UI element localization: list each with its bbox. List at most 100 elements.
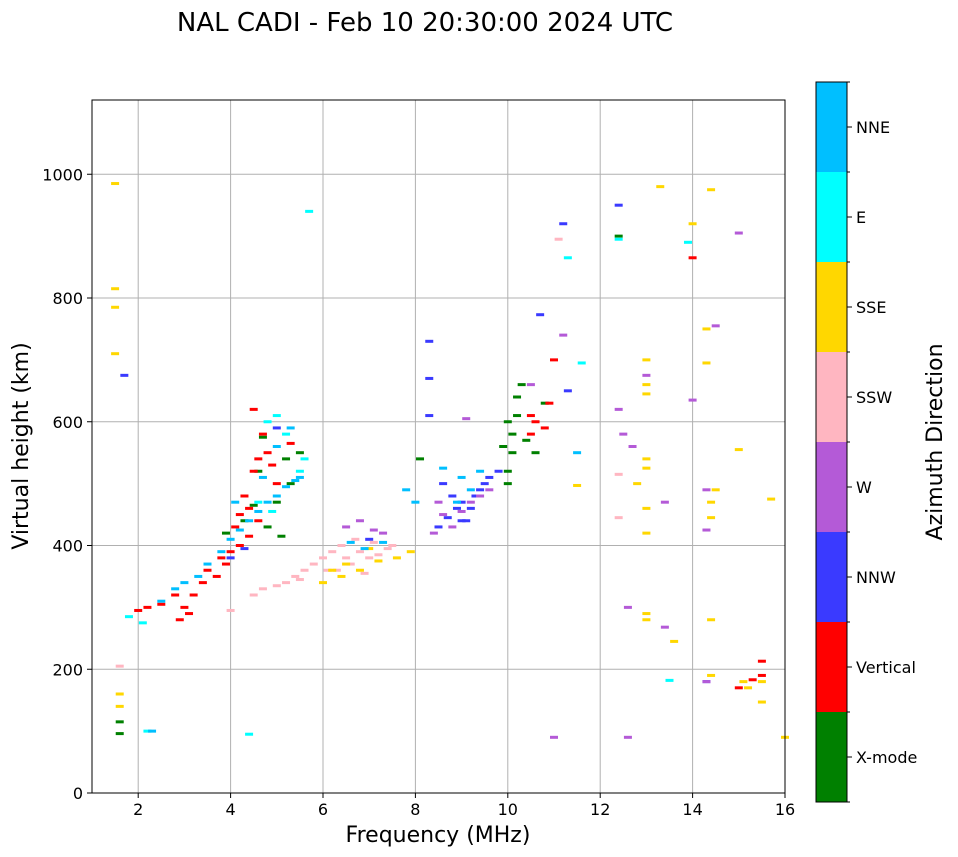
data-point-e bbox=[295, 469, 304, 473]
data-point-w bbox=[550, 735, 558, 739]
data-point-sse bbox=[739, 680, 748, 684]
data-point-vertical bbox=[254, 519, 263, 523]
data-point-x-mode bbox=[115, 720, 124, 724]
data-point-sse bbox=[744, 686, 753, 690]
grid bbox=[92, 100, 786, 794]
data-point-nnw bbox=[448, 494, 457, 498]
data-point-nnw bbox=[466, 506, 475, 510]
data-point-vertical bbox=[212, 574, 221, 578]
data-point-sse bbox=[111, 287, 120, 291]
x-tick-label: 4 bbox=[226, 800, 236, 819]
data-point-x-mode bbox=[513, 414, 522, 418]
data-point-vertical bbox=[688, 256, 697, 260]
data-point-vertical bbox=[171, 593, 180, 597]
data-point-sse bbox=[707, 618, 716, 622]
data-point-sse bbox=[633, 482, 642, 486]
colorbar-label: Vertical bbox=[856, 658, 916, 677]
plot-frame bbox=[91, 99, 786, 794]
colorbar-segment-vertical bbox=[816, 622, 847, 712]
data-point-w bbox=[462, 417, 471, 421]
data-point-vertical bbox=[198, 581, 207, 585]
data-point-nne bbox=[282, 485, 291, 489]
data-point-ssw bbox=[346, 562, 355, 566]
data-point-nnw bbox=[494, 469, 503, 473]
data-point-ssw bbox=[342, 556, 351, 560]
data-point-vertical bbox=[245, 506, 254, 510]
colorbar-label: SSE bbox=[856, 298, 886, 317]
data-point-sse bbox=[670, 639, 679, 643]
data-point-sse bbox=[767, 497, 776, 501]
data-point-nnw bbox=[452, 506, 461, 510]
data-point-sse bbox=[328, 568, 337, 572]
data-point-vertical bbox=[286, 441, 295, 445]
data-point-vertical bbox=[240, 494, 249, 498]
data-point-x-mode bbox=[508, 451, 517, 455]
data-point-sse bbox=[656, 185, 665, 189]
data-point-e bbox=[143, 729, 152, 733]
data-point-nne bbox=[573, 451, 582, 455]
data-point-w bbox=[379, 531, 388, 535]
data-point-nne bbox=[466, 488, 475, 492]
data-point-x-mode bbox=[240, 519, 249, 523]
data-point-nne bbox=[457, 475, 466, 479]
data-point-nne bbox=[245, 519, 254, 523]
data-point-w bbox=[369, 528, 378, 532]
data-point-x-mode bbox=[254, 469, 263, 473]
data-point-x-mode bbox=[221, 531, 230, 535]
data-point-ssw bbox=[272, 584, 281, 588]
data-point-nnw bbox=[457, 500, 466, 504]
data-point-ssw bbox=[369, 540, 378, 544]
data-point-sse bbox=[392, 556, 401, 560]
colorbar-label: NNW bbox=[856, 568, 896, 587]
data-point-nnw bbox=[443, 516, 452, 520]
data-point-nne bbox=[379, 540, 388, 544]
data-point-ssw bbox=[383, 547, 392, 551]
y-tick-label: 600 bbox=[52, 413, 83, 432]
data-point-w bbox=[711, 324, 720, 328]
colorbar-segment-sse bbox=[816, 262, 847, 352]
data-point-sse bbox=[111, 305, 120, 309]
x-tick-label: 2 bbox=[133, 800, 143, 819]
data-point-nnw bbox=[272, 426, 281, 430]
data-point-x-mode bbox=[503, 469, 512, 473]
data-point-vertical bbox=[180, 605, 189, 609]
data-point-nnw bbox=[457, 519, 466, 523]
data-point-ssw bbox=[337, 544, 346, 547]
data-point-e bbox=[263, 420, 272, 424]
data-point-w bbox=[476, 494, 485, 498]
data-point-e bbox=[305, 209, 314, 213]
colorbar-title: Azimuth Direction bbox=[923, 343, 948, 540]
colorbar-segment-nne bbox=[816, 82, 847, 172]
data-point-nnw bbox=[226, 556, 235, 560]
y-axis-ticks: 0 200 400 600 800 1000 bbox=[42, 165, 92, 803]
data-point-vertical bbox=[540, 426, 549, 430]
data-point-vertical bbox=[545, 401, 554, 405]
data-point-w bbox=[457, 509, 466, 513]
data-point-nnw bbox=[240, 547, 249, 551]
data-point-x-mode bbox=[295, 451, 304, 455]
data-point-ssw bbox=[374, 553, 383, 557]
colorbar-segment-ssw bbox=[816, 352, 847, 442]
data-point-e bbox=[665, 678, 674, 682]
data-point-sse bbox=[111, 352, 120, 356]
data-point-vertical bbox=[531, 420, 540, 424]
y-tick-label: 0 bbox=[73, 784, 83, 803]
data-point-nne bbox=[263, 500, 272, 504]
data-point-x-mode bbox=[508, 432, 517, 436]
data-point-sse bbox=[374, 559, 383, 563]
data-point-vertical bbox=[258, 432, 267, 436]
data-point-x-mode bbox=[540, 401, 549, 405]
data-point-ssw bbox=[614, 516, 623, 520]
data-point-w bbox=[702, 488, 711, 492]
data-point-sse bbox=[319, 581, 327, 585]
data-point-w bbox=[614, 407, 623, 411]
data-point-vertical bbox=[175, 618, 184, 622]
data-point-vertical bbox=[757, 673, 766, 677]
data-point-sse bbox=[115, 704, 124, 708]
x-tick-label: 12 bbox=[590, 800, 610, 819]
data-point-x-mode bbox=[277, 534, 286, 538]
data-point-ssw bbox=[309, 562, 318, 566]
data-point-e bbox=[614, 237, 623, 241]
data-point-w bbox=[688, 398, 697, 402]
data-point-vertical bbox=[254, 457, 263, 461]
